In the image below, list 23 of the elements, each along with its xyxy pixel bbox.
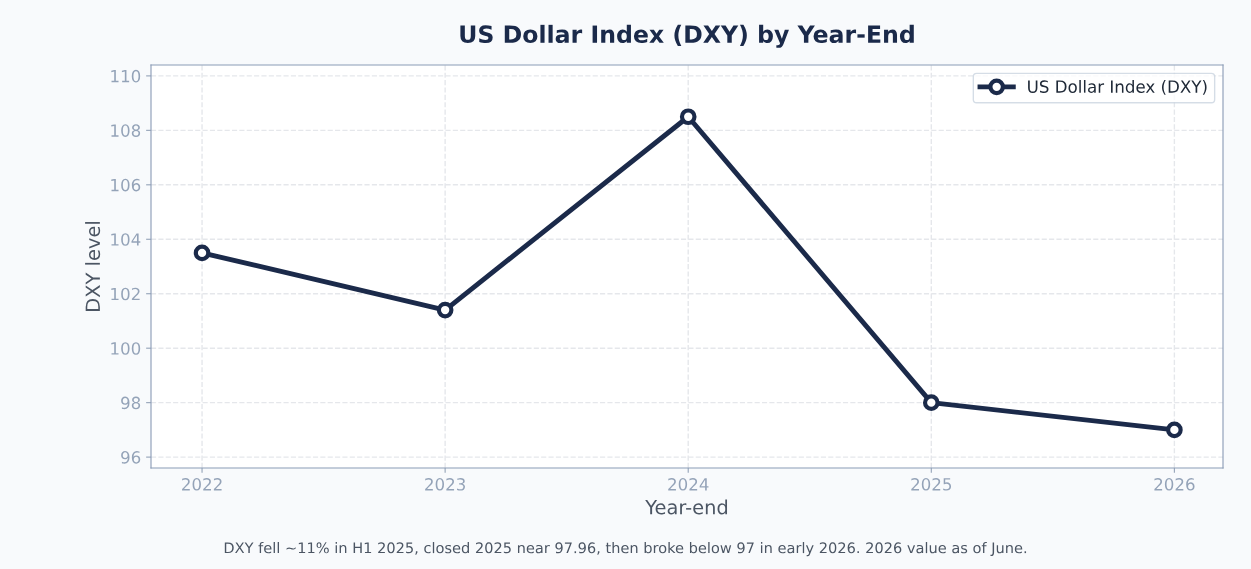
- point: [922, 394, 940, 411]
- point: [436, 301, 454, 319]
- y-axis-title: DXY level: [85, 222, 101, 311]
- y-tick-label: 100: [111, 342, 141, 355]
- chart-title: US Dollar Index (DXY) by Year-End: [460, 24, 914, 48]
- y-tick-label: 110: [111, 69, 141, 83]
- text: DXY fell ~11% in H1 2025, closed 2025 near 97.96, then broke below 97 in early 2026. 2026 value as of June.: [224, 542, 1027, 557]
- y-tick-label: 102: [111, 287, 140, 301]
- y-tick-label: 108: [111, 124, 141, 137]
- y-tick-label: 96: [121, 451, 141, 464]
- y-tick-label: 106: [111, 178, 141, 192]
- x-tick-label: 2023: [425, 478, 465, 491]
- y-tick-label: 104: [111, 233, 141, 246]
- legend-label: US Dollar Index (DXY): [1028, 80, 1207, 95]
- x-tick-label: 2026: [1154, 478, 1195, 491]
- point: [193, 244, 211, 262]
- y-tick-label: 98: [121, 396, 141, 410]
- x-tick-label: 2024: [668, 478, 709, 491]
- point: [679, 108, 697, 126]
- x-tick-label: 2022: [182, 478, 222, 491]
- point: [1166, 421, 1183, 439]
- x-tick-label: 2025: [911, 478, 952, 491]
- x-axis-title: Year-end: [645, 499, 728, 515]
